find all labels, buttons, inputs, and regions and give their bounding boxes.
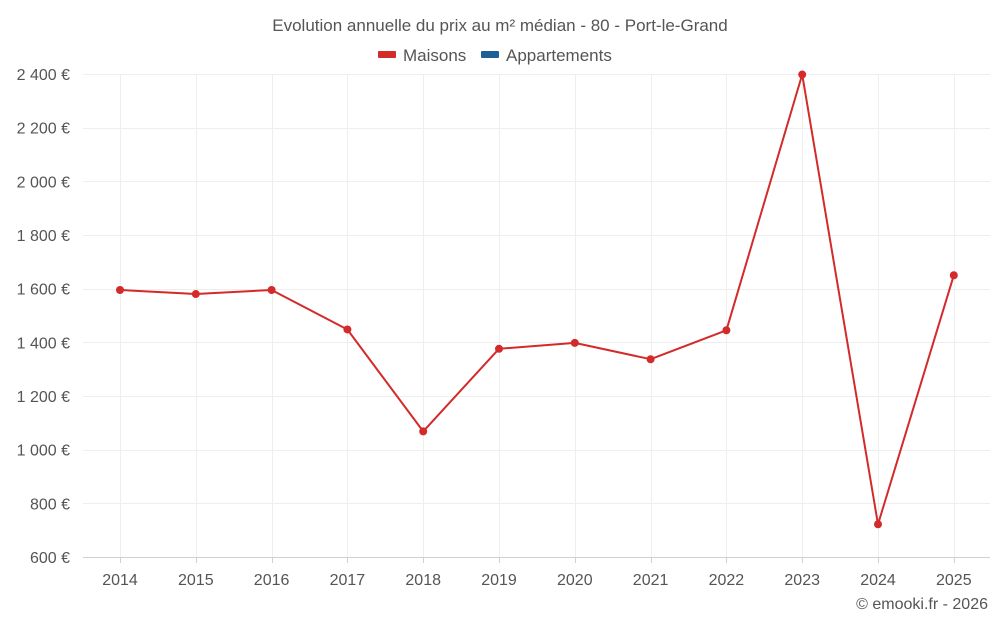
data-point-maisons[interactable]	[343, 325, 352, 334]
y-tick-label: 1 200 €	[17, 389, 70, 406]
series-layer	[116, 70, 958, 529]
x-tick-label: 2015	[178, 572, 214, 589]
legend-item-appartements[interactable]: Appartements	[481, 46, 612, 65]
x-gridlines	[120, 74, 955, 563]
y-tick-label: 600 €	[30, 550, 70, 567]
data-point-maisons[interactable]	[646, 355, 655, 364]
y-tick-label: 1 400 €	[17, 335, 70, 352]
x-tick-label: 2025	[936, 572, 972, 589]
data-point-maisons[interactable]	[267, 286, 276, 295]
data-point-maisons[interactable]	[722, 326, 731, 335]
y-axis-tick-labels: 600 € 800 € 1 000 € 1 200 € 1 400 € 1 600 € 1 …	[17, 67, 70, 567]
x-tick-label: 2023	[784, 572, 820, 589]
y-tick-label: 1 800 €	[17, 228, 70, 245]
data-point-maisons[interactable]	[191, 290, 200, 299]
data-point-maisons[interactable]	[798, 70, 807, 79]
x-tick-label: 2022	[709, 572, 745, 589]
legend-item-maisons[interactable]: Maisons	[378, 46, 466, 65]
x-tick-label: 2014	[102, 572, 138, 589]
copyright-text: © emooki.fr - 2026	[856, 596, 988, 613]
data-point-maisons[interactable]	[949, 271, 958, 280]
data-point-maisons[interactable]	[495, 344, 503, 353]
y-tick-label: 1 000 €	[17, 443, 70, 460]
y-gridlines	[83, 74, 990, 504]
data-point-maisons[interactable]	[116, 286, 124, 295]
data-point-maisons[interactable]	[874, 520, 882, 529]
x-tick-label: 2016	[254, 572, 290, 589]
legend-swatch-maisons	[378, 51, 396, 58]
x-tick-label: 2017	[330, 572, 366, 589]
x-tick-label: 2018	[405, 572, 441, 589]
x-tick-label: 2019	[481, 572, 517, 589]
data-point-maisons[interactable]	[419, 427, 428, 436]
x-tick-label: 2020	[557, 572, 593, 589]
series-line-maisons	[119, 73, 955, 526]
legend-label-maisons: Maisons	[403, 46, 466, 65]
y-tick-label: 1 600 €	[17, 282, 70, 299]
x-axis-tick-labels: 2014 2015 2016 2017 2018 2019 2020 2021 2022 2023…	[102, 572, 971, 589]
x-tick-label: 2021	[633, 572, 669, 589]
y-tick-label: 800 €	[30, 496, 70, 513]
y-tick-label: 2 400 €	[17, 67, 70, 84]
data-point-maisons[interactable]	[570, 338, 579, 347]
y-tick-label: 2 200 €	[17, 121, 70, 138]
legend: Maisons Appartements	[378, 46, 612, 65]
chart-title: Evolution annuelle du prix au m² médian …	[272, 16, 727, 35]
x-tick-label: 2024	[860, 572, 896, 589]
legend-swatch-appartements	[481, 51, 499, 58]
y-tick-label: 2 000 €	[17, 174, 70, 191]
legend-label-appartements: Appartements	[506, 46, 612, 65]
